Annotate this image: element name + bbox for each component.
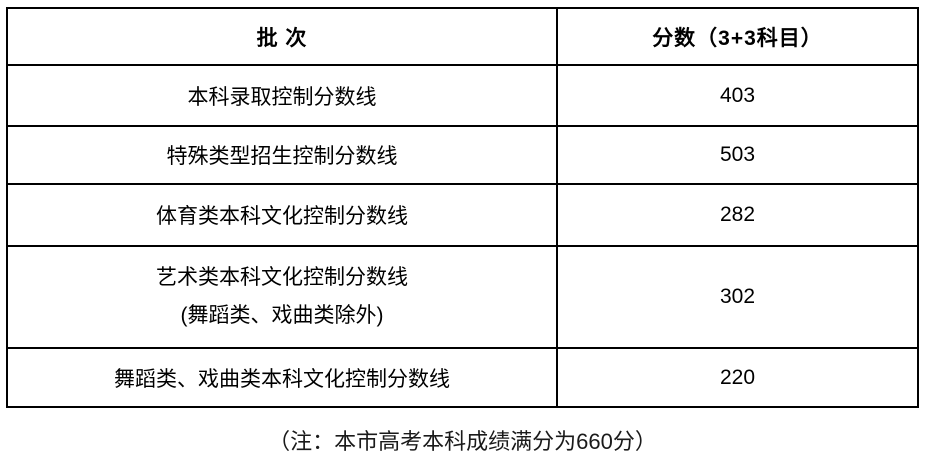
score-cell: 282 (556, 183, 919, 247)
score-cell: 403 (556, 64, 919, 127)
table-row: 特殊类型招生控制分数线 503 (6, 125, 919, 185)
score-cell: 503 (556, 125, 919, 185)
score-cell: 220 (556, 347, 919, 408)
batch-cell: 艺术类本科文化控制分数线 (舞蹈类、戏曲类除外) (6, 245, 558, 349)
table-row: 本科录取控制分数线 403 (6, 64, 919, 127)
batch-cell: 舞蹈类、戏曲类本科文化控制分数线 (6, 347, 558, 408)
table-header-row: 批 次 分数（3+3科目） (6, 7, 919, 66)
batch-cell-line1: 艺术类本科文化控制分数线 (156, 266, 408, 289)
batch-cell-line2: (舞蹈类、戏曲类除外) (180, 304, 384, 327)
table-row: 艺术类本科文化控制分数线 (舞蹈类、戏曲类除外) 302 (6, 245, 919, 349)
footnote: （注：本市高考本科成绩满分为660分） (268, 429, 657, 454)
table-row: 舞蹈类、戏曲类本科文化控制分数线 220 (6, 347, 919, 408)
batch-cell: 本科录取控制分数线 (6, 64, 558, 127)
table-row: 体育类本科文化控制分数线 282 (6, 183, 919, 247)
header-batch: 批 次 (6, 7, 558, 66)
batch-cell: 体育类本科文化控制分数线 (6, 183, 558, 247)
header-score: 分数（3+3科目） (556, 7, 919, 66)
score-cell: 302 (556, 245, 919, 349)
batch-cell: 特殊类型招生控制分数线 (6, 125, 558, 185)
score-table: 批 次 分数（3+3科目） 本科录取控制分数线 403 特殊类型招生控制分数线 … (6, 7, 919, 408)
